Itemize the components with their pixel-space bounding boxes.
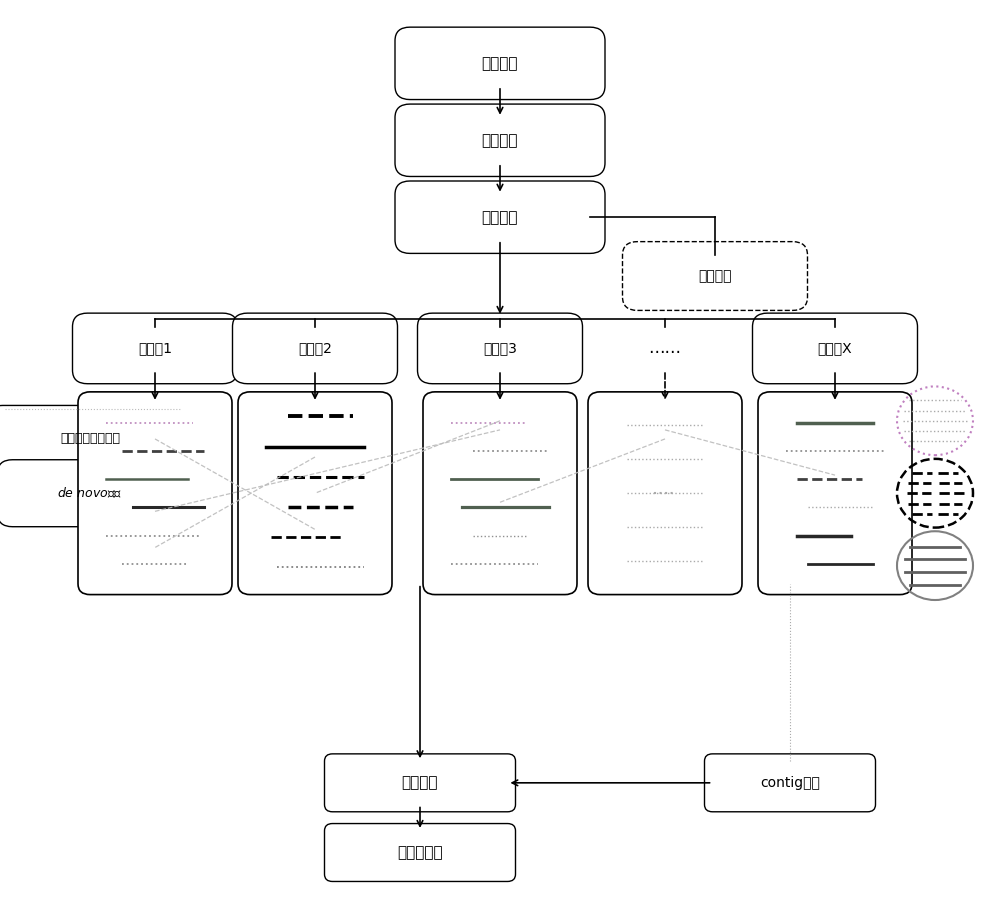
Text: 实验组2: 实验组2 [298, 341, 332, 356]
Text: 样本采集: 样本采集 [482, 56, 518, 71]
Text: 细胞计数: 细胞计数 [482, 133, 518, 148]
FancyBboxPatch shape [238, 392, 392, 595]
FancyBboxPatch shape [395, 181, 605, 253]
FancyBboxPatch shape [753, 313, 918, 384]
Text: 实验组X: 实验组X [818, 341, 852, 356]
FancyBboxPatch shape [395, 104, 605, 176]
FancyBboxPatch shape [72, 313, 238, 384]
FancyBboxPatch shape [324, 824, 516, 881]
FancyBboxPatch shape [395, 27, 605, 100]
FancyBboxPatch shape [78, 392, 232, 595]
Text: 实验组1: 实验组1 [138, 341, 172, 356]
FancyBboxPatch shape [418, 313, 582, 384]
FancyBboxPatch shape [704, 754, 876, 812]
FancyBboxPatch shape [0, 460, 182, 527]
Text: 梯度稀释: 梯度稀释 [482, 210, 518, 224]
Text: $\mathit{de\ novo}$组装: $\mathit{de\ novo}$组装 [57, 486, 123, 500]
Text: 二次组装: 二次组装 [402, 776, 438, 790]
FancyBboxPatch shape [622, 242, 807, 310]
FancyBboxPatch shape [758, 392, 912, 595]
FancyBboxPatch shape [0, 405, 192, 472]
FancyBboxPatch shape [588, 392, 742, 595]
FancyBboxPatch shape [324, 754, 516, 812]
Text: 基因组草图: 基因组草图 [397, 845, 443, 860]
Text: contig分类: contig分类 [760, 776, 820, 790]
Text: 全基因组扩增测序: 全基因组扩增测序 [60, 433, 120, 445]
Text: ……: …… [648, 339, 682, 357]
Text: 随机取样: 随机取样 [698, 269, 732, 283]
FancyBboxPatch shape [232, 313, 397, 384]
FancyBboxPatch shape [423, 392, 577, 595]
Text: 实验组3: 实验组3 [483, 341, 517, 356]
